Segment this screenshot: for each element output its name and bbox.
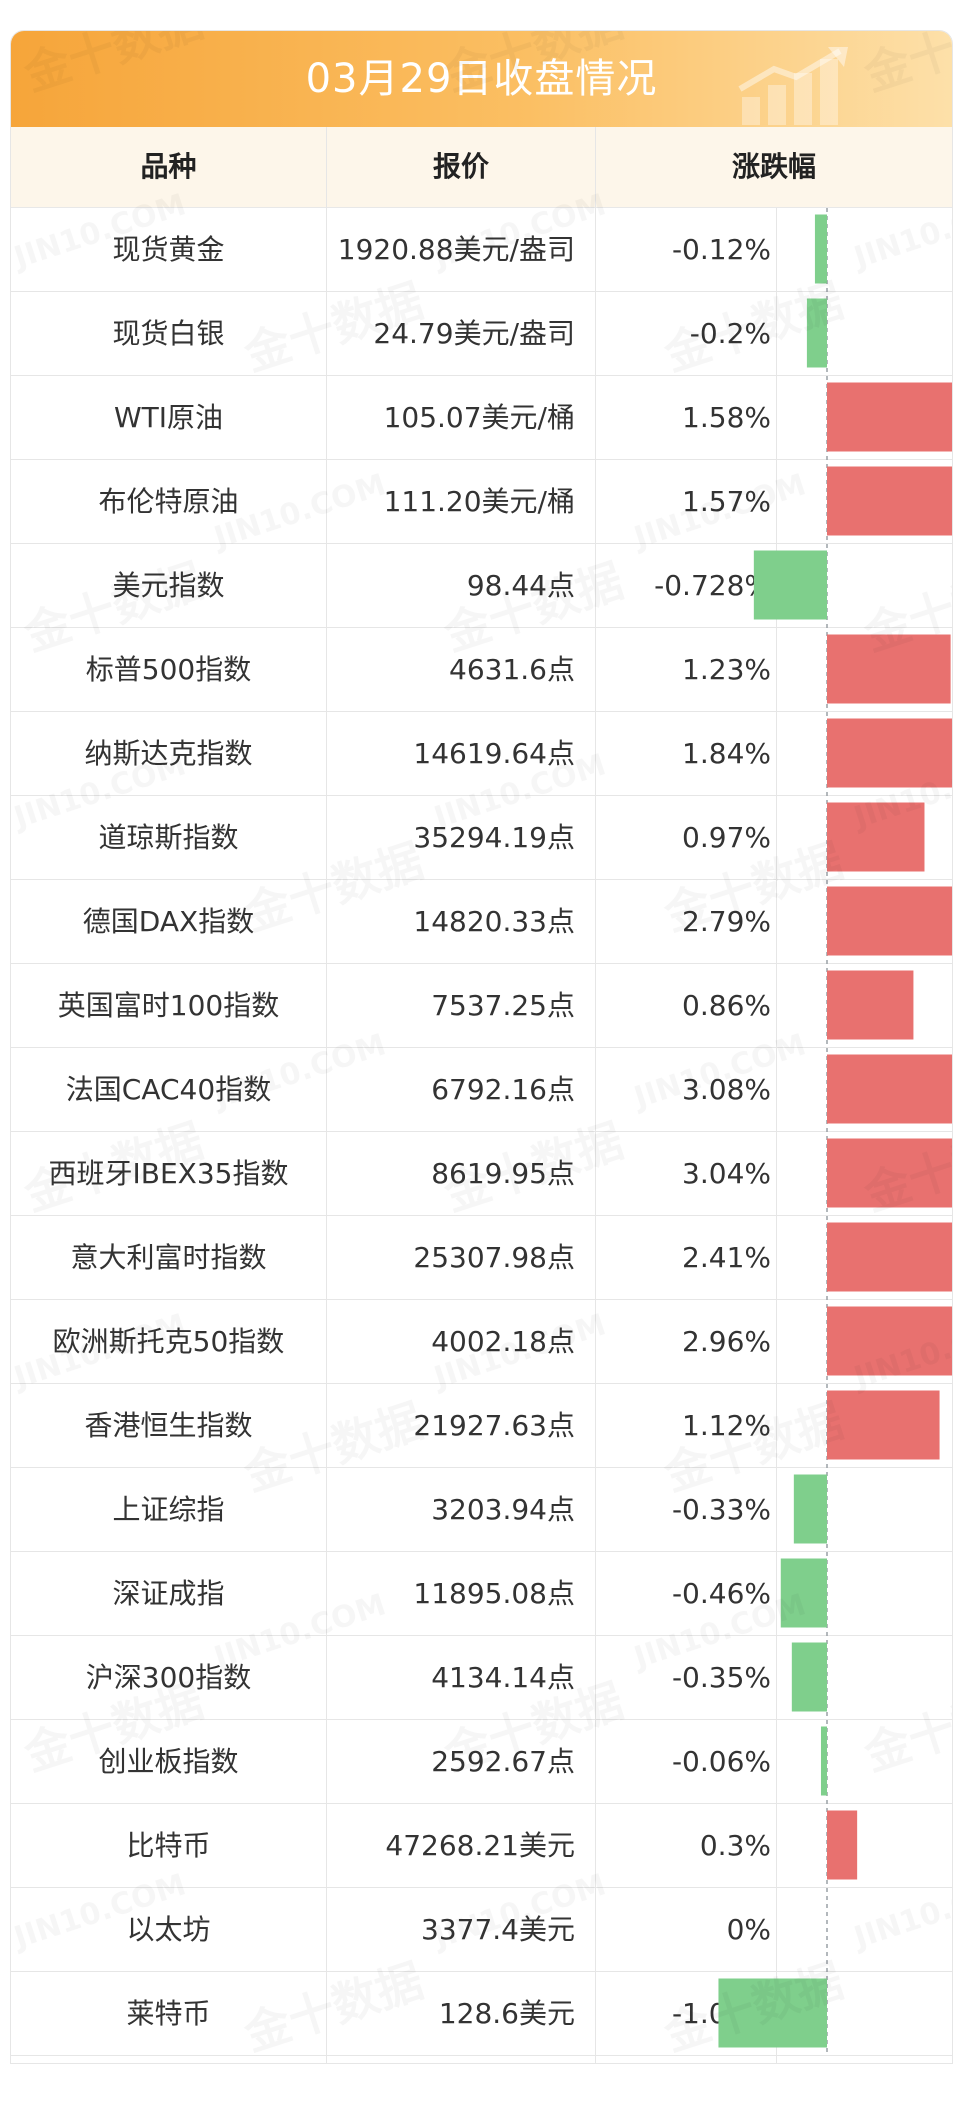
table-row: 现货白银 24.79美元/盎司 -0.2% xyxy=(11,292,952,376)
table-row: 英国富时100指数 7537.25点 0.86% xyxy=(11,964,952,1048)
row-change: 1.84% xyxy=(682,737,771,770)
row-name: 英国富时100指数 xyxy=(57,989,280,1022)
table-header: 品种 报价 涨跌幅 xyxy=(11,127,952,208)
row-price: 3203.94点 xyxy=(431,1493,575,1526)
row-name: 现货白银 xyxy=(112,317,225,350)
row-name: 上证综指 xyxy=(112,1493,225,1526)
table-row: 法国CAC40指数 6792.16点 3.08% xyxy=(11,1048,952,1132)
row-price: 14619.64点 xyxy=(413,737,575,770)
row-name: 莱特币 xyxy=(126,1997,211,2030)
column-header-price: 报价 xyxy=(432,150,489,183)
row-name: 沪深300指数 xyxy=(85,1661,252,1694)
table-row: 西班牙IBEX35指数 8619.95点 3.04% xyxy=(11,1132,952,1216)
row-price: 21927.63点 xyxy=(413,1409,575,1442)
row-change: 1.12% xyxy=(682,1409,771,1442)
market-close-card: 03月29日收盘情况 品种 报价 涨跌幅 现货黄金 1920.88美元/盎司 -0.… xyxy=(10,30,953,2064)
row-name: 法国CAC40指数 xyxy=(65,1073,272,1106)
row-change: 1.23% xyxy=(682,653,771,686)
row-name: 德国DAX指数 xyxy=(82,905,255,938)
row-name: 纳斯达克指数 xyxy=(84,737,253,770)
row-price: 8619.95点 xyxy=(431,1157,575,1190)
row-change: -0.12% xyxy=(671,233,771,266)
row-price: 4631.6点 xyxy=(449,653,575,686)
table-row: 美元指数 98.44点 -0.728% xyxy=(11,544,952,628)
row-name: 美元指数 xyxy=(112,569,225,602)
row-change: -0.728% xyxy=(654,569,771,602)
row-change: -1.08% xyxy=(671,1997,771,2030)
row-name: 布伦特原油 xyxy=(98,485,239,518)
page-title: 03月29日收盘情况 xyxy=(305,56,658,102)
row-change: 2.96% xyxy=(682,1325,771,1358)
table-row: 创业板指数 2592.67点 -0.06% xyxy=(11,1720,952,1804)
row-change: 0% xyxy=(726,1913,771,1946)
table-row: 香港恒生指数 21927.63点 1.12% xyxy=(11,1384,952,1468)
row-name: 现货黄金 xyxy=(112,233,225,266)
row-price: 25307.98点 xyxy=(413,1241,575,1274)
column-divider xyxy=(595,127,596,2063)
column-divider xyxy=(776,208,777,2063)
row-price: 7537.25点 xyxy=(431,989,575,1022)
row-change: 0.86% xyxy=(682,989,771,1022)
table-row: 布伦特原油 111.20美元/桶 1.57% xyxy=(11,460,952,544)
row-name: 西班牙IBEX35指数 xyxy=(48,1157,289,1190)
row-price: 128.6美元 xyxy=(438,1997,575,2030)
row-name: WTI原油 xyxy=(113,401,224,434)
row-name: 道琼斯指数 xyxy=(98,821,239,854)
table-row: 莱特币 128.6美元 -1.08% xyxy=(11,1972,952,2056)
row-change: 2.79% xyxy=(682,905,771,938)
row-change: 0.97% xyxy=(682,821,771,854)
row-price: 98.44点 xyxy=(466,569,575,602)
table-row: 德国DAX指数 14820.33点 2.79% xyxy=(11,880,952,964)
row-price: 105.07美元/桶 xyxy=(383,401,575,434)
column-header-name: 品种 xyxy=(140,150,197,183)
row-change: 1.57% xyxy=(682,485,771,518)
row-price: 47268.21美元 xyxy=(385,1829,575,1862)
column-divider xyxy=(326,127,327,2063)
row-price: 2592.67点 xyxy=(431,1745,575,1778)
row-change: -0.35% xyxy=(671,1661,771,1694)
row-change: -0.06% xyxy=(671,1745,771,1778)
row-price: 4002.18点 xyxy=(431,1325,575,1358)
row-price: 1920.88美元/盎司 xyxy=(337,233,575,266)
table-row: 标普500指数 4631.6点 1.23% xyxy=(11,628,952,712)
table-row: 以太坊 3377.4美元 0% xyxy=(11,1888,952,1972)
row-price: 4134.14点 xyxy=(431,1661,575,1694)
row-change: 1.58% xyxy=(682,401,771,434)
row-change: -0.46% xyxy=(671,1577,771,1610)
table-row: 深证成指 11895.08点 -0.46% xyxy=(11,1552,952,1636)
row-name: 创业板指数 xyxy=(98,1745,239,1778)
table-row: 道琼斯指数 35294.19点 0.97% xyxy=(11,796,952,880)
row-price: 14820.33点 xyxy=(413,905,575,938)
table-row: 意大利富时指数 25307.98点 2.41% xyxy=(11,1216,952,1300)
row-name: 意大利富时指数 xyxy=(70,1241,267,1274)
row-change: 3.08% xyxy=(682,1073,771,1106)
rising-chart-icon xyxy=(738,47,848,125)
row-name: 比特币 xyxy=(126,1829,211,1862)
row-name: 深证成指 xyxy=(112,1577,225,1610)
row-change: 2.41% xyxy=(682,1241,771,1274)
table-row: WTI原油 105.07美元/桶 1.58% xyxy=(11,376,952,460)
row-price: 24.79美元/盎司 xyxy=(373,317,575,350)
table-row: 比特币 47268.21美元 0.3% xyxy=(11,1804,952,1888)
table-row: 纳斯达克指数 14619.64点 1.84% xyxy=(11,712,952,796)
row-price: 35294.19点 xyxy=(413,821,575,854)
row-name: 香港恒生指数 xyxy=(84,1409,253,1442)
column-header-change: 涨跌幅 xyxy=(731,150,816,183)
row-change: -0.2% xyxy=(689,317,771,350)
row-change: 0.3% xyxy=(699,1829,771,1862)
row-name: 欧洲斯托克50指数 xyxy=(52,1325,285,1358)
row-price: 6792.16点 xyxy=(431,1073,575,1106)
row-change: 3.04% xyxy=(682,1157,771,1190)
table-row: 沪深300指数 4134.14点 -0.35% xyxy=(11,1636,952,1720)
row-price: 11895.08点 xyxy=(413,1577,575,1610)
row-change: -0.33% xyxy=(671,1493,771,1526)
row-name: 以太坊 xyxy=(126,1913,211,1946)
title-banner: 03月29日收盘情况 xyxy=(11,31,952,127)
row-price: 3377.4美元 xyxy=(421,1913,575,1946)
table-row: 欧洲斯托克50指数 4002.18点 2.96% xyxy=(11,1300,952,1384)
row-name: 标普500指数 xyxy=(85,653,252,686)
table-row: 上证综指 3203.94点 -0.33% xyxy=(11,1468,952,1552)
table-row: 现货黄金 1920.88美元/盎司 -0.12% xyxy=(11,208,952,292)
row-price: 111.20美元/桶 xyxy=(383,485,575,518)
